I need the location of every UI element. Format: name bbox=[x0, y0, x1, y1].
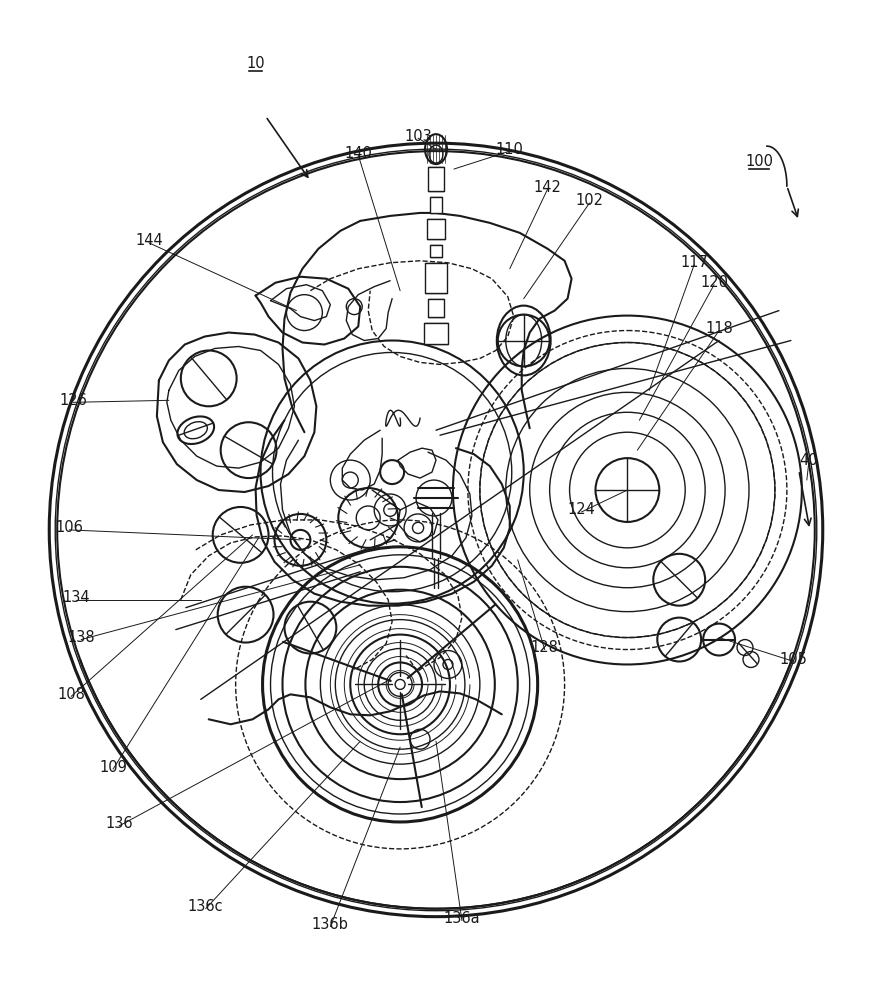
Text: 118: 118 bbox=[705, 321, 733, 336]
Text: 102: 102 bbox=[576, 193, 603, 208]
Text: 109: 109 bbox=[99, 760, 127, 775]
FancyBboxPatch shape bbox=[424, 323, 448, 344]
Text: 105: 105 bbox=[780, 652, 807, 667]
Text: 138: 138 bbox=[67, 630, 95, 645]
Text: 134: 134 bbox=[62, 590, 90, 605]
FancyBboxPatch shape bbox=[430, 245, 442, 257]
Text: 40: 40 bbox=[800, 453, 818, 468]
Text: 106: 106 bbox=[55, 520, 83, 535]
Text: 136b: 136b bbox=[312, 917, 349, 932]
Text: 108: 108 bbox=[58, 687, 85, 702]
Text: 126: 126 bbox=[59, 393, 87, 408]
FancyBboxPatch shape bbox=[427, 219, 445, 239]
Text: 110: 110 bbox=[496, 142, 524, 157]
Text: 136c: 136c bbox=[188, 899, 223, 914]
Text: 136a: 136a bbox=[444, 911, 480, 926]
Text: 103: 103 bbox=[405, 129, 432, 144]
Text: 142: 142 bbox=[534, 180, 562, 195]
Text: 140: 140 bbox=[344, 146, 372, 161]
FancyBboxPatch shape bbox=[430, 197, 442, 213]
Text: 144: 144 bbox=[135, 233, 163, 248]
Text: 128: 128 bbox=[531, 640, 559, 655]
Text: 120: 120 bbox=[700, 275, 728, 290]
Text: 124: 124 bbox=[568, 502, 596, 517]
Text: 117: 117 bbox=[680, 255, 708, 270]
FancyBboxPatch shape bbox=[428, 167, 444, 191]
Text: 100: 100 bbox=[745, 154, 773, 169]
FancyBboxPatch shape bbox=[425, 263, 447, 293]
Text: 10: 10 bbox=[246, 56, 265, 71]
FancyBboxPatch shape bbox=[428, 299, 444, 317]
Text: 136: 136 bbox=[106, 816, 133, 831]
